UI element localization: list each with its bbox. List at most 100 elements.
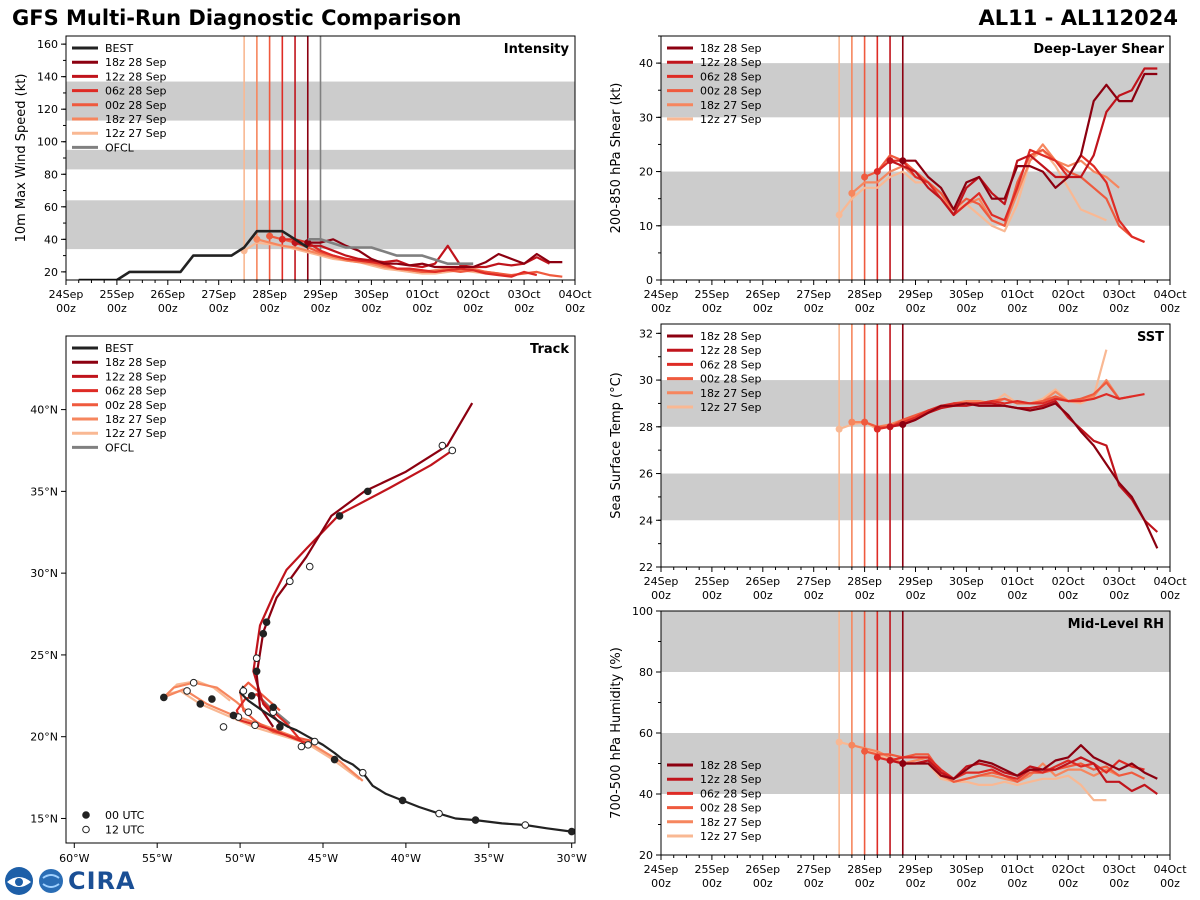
rh-start-marker-18z-27-sep [848,741,856,749]
sst-xtick-label: 00z [1160,589,1180,602]
rh-xtick-label: 24Sep [644,863,679,876]
shear-band-1 [661,63,1170,118]
rh-xtick-label: 00z [1058,877,1078,890]
shear-legend-label: 18z 27 Sep [700,99,762,112]
track-legend-label: 00z 28 Sep [105,399,167,412]
shear-ytick-label: 0 [646,274,653,287]
rh-xtick-label: 01Oct [1001,863,1035,876]
track-point-00utc [259,629,268,638]
sst-start-marker-00z-28-sep [861,418,869,426]
intensity-series-ofcl [307,238,474,266]
sst-xtick-label: 30Sep [949,575,984,588]
shear-start-marker-18z-28-sep [899,157,907,165]
sst-plot-area [661,324,1170,567]
intensity-xtick-label: 27Sep [201,288,236,301]
sst-xtick-label: 00z [1109,589,1129,602]
track-ytick-label: 20°N [30,731,58,744]
intensity-legend-label: BEST [105,42,133,55]
sst-series-06z-28-sep [877,393,1145,431]
sst-series-18z-28-sep [902,402,1159,549]
sst-start-marker-18z-28-sep [899,420,907,428]
shear-xtick-label: 00z [1160,302,1180,315]
track-point-00utc [160,693,168,702]
panel-shear: 01020304024Sep00z25Sep00z26Sep00z27Sep00… [609,35,1187,315]
shear-ylabel: 200-850 hPa Shear (kt) [609,83,624,234]
rh-start-marker-12z-28-sep [886,756,894,764]
track-point-00utc [335,512,344,520]
track-point-12utc [435,809,443,818]
shear-title: Deep-Layer Shear [1033,42,1164,57]
rh-legend-label: 18z 28 Sep [700,759,762,772]
intensity-start-marker-18z-27-sep [253,235,261,243]
sst-legend-label: 12z 27 Sep [700,401,762,414]
track-series-best [239,685,572,833]
shear-xtick-label: 00z [1109,302,1129,315]
shear-start-marker-00z-28-sep [861,173,869,181]
track-series-06z-28-sep [235,693,307,745]
rh-xtick-label: 00z [1109,877,1129,890]
track-legend-label: 18z 28 Sep [105,356,167,369]
rh-series-12z-28-sep [889,756,1158,795]
intensity-xtick-label: 26Sep [150,288,185,301]
track-xtick-label: 35°W [474,852,504,865]
sst-xtick-label: 00z [804,589,824,602]
track-xtick-label: 60°W [59,852,89,865]
rh-band-1 [661,611,1170,672]
sst-xtick-label: 00z [855,589,875,602]
rh-xtick-label: 03Oct [1103,863,1137,876]
sst-start-marker-12z-28-sep [886,423,894,431]
intensity-legend-label: 12z 28 Sep [105,70,167,83]
sst-title: SST [1137,330,1164,345]
track-point-00utc [363,487,372,496]
rh-xtick-label: 26Sep [745,863,780,876]
intensity-xtick-label: 28Sep [252,288,287,301]
track-point-12utc [189,678,198,687]
sst-ytick-label: 24 [639,514,653,527]
track-xtick-label: 30°W [556,852,586,865]
intensity-ytick-label: 120 [37,103,58,116]
track-frame [65,335,576,844]
intensity-xtick-label: 00z [107,302,127,315]
sst-ytick-label: 30 [639,374,653,387]
panel-rh: 2040608010024Sep00z25Sep00z26Sep00z27Sep… [609,605,1187,890]
sst-xtick-label: 04Oct [1153,575,1187,588]
track-point-00utc [196,700,205,708]
noaa-logo-icon [5,867,33,895]
track-point-12utc [286,577,294,586]
intensity-ylabel: 10m Max Wind Speed (kt) [14,74,29,243]
shear-xtick-label: 30Sep [949,288,984,301]
rh-xtick-label: 25Sep [695,863,730,876]
track-point-12utc [304,741,312,749]
rh-xtick-label: 00z [957,877,977,890]
sst-xtick-label: 00z [651,589,671,602]
track-ytick-label: 40°N [30,404,58,417]
sst-xtick-label: 01Oct [1001,575,1035,588]
rh-start-marker-00z-28-sep [861,747,869,755]
track-point-12utc [239,687,248,695]
rh-ytick-label: 80 [639,666,653,679]
intensity-series-best [78,229,309,280]
track-point-00utc [247,692,256,700]
intensity-xtick-label: 00z [565,302,585,315]
rh-ytick-label: 100 [632,605,653,618]
shear-legend-label: 06z 28 Sep [700,70,762,83]
shear-xtick-label: 00z [906,302,926,315]
track-xtick-label: 50°W [225,852,255,865]
track-xtick-label: 40°W [391,852,421,865]
track-series-18z-28-sep [255,402,474,728]
shear-xtick-label: 00z [753,302,773,315]
track-legend-label: BEST [105,342,133,355]
sst-ytick-label: 22 [639,561,653,574]
intensity-ytick-label: 20 [44,266,58,279]
track-point-12utc [310,737,319,746]
rh-xtick-label: 04Oct [1153,863,1187,876]
track-point-12utc [448,446,457,455]
shear-xtick-label: 25Sep [695,288,730,301]
shear-ytick-label: 20 [639,166,653,179]
rh-xtick-label: 00z [753,877,773,890]
sst-xtick-label: 00z [957,589,977,602]
shear-xtick-label: 29Sep [898,288,933,301]
rh-xtick-label: 29Sep [898,863,933,876]
